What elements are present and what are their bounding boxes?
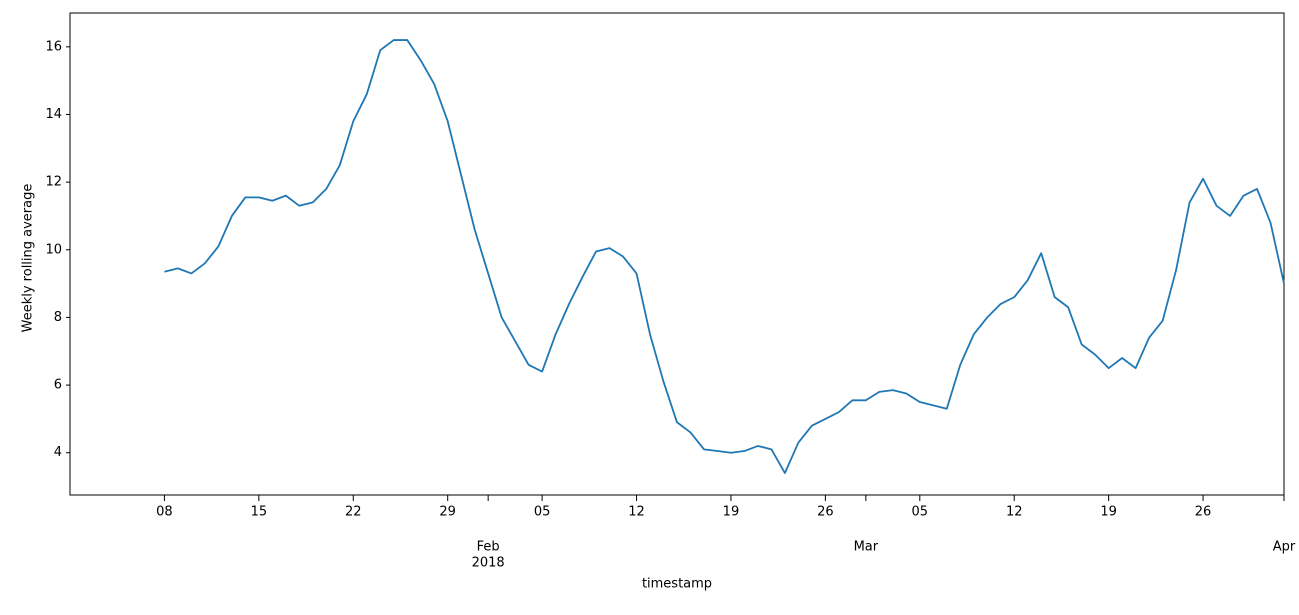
x-tick-label: 15 (251, 505, 268, 520)
y-tick-label: 16 (45, 39, 62, 54)
x-tick-label: 29 (439, 505, 456, 520)
y-tick-label: 8 (54, 310, 62, 325)
x-tick-label: 26 (817, 505, 834, 520)
x-tick-label: 08 (156, 505, 173, 520)
x-tick-label: 05 (534, 505, 551, 520)
x-tick-label: Mar (854, 540, 879, 555)
x-tick-label: Feb (477, 540, 500, 555)
y-tick-label: 4 (54, 445, 62, 460)
x-axis-label: timestamp (642, 577, 712, 592)
y-tick-label: 12 (45, 175, 62, 190)
x-year-label: 2018 (472, 556, 505, 571)
y-tick-label: 14 (45, 107, 62, 122)
data-line (164, 39, 1285, 474)
x-tick-label: 12 (628, 505, 645, 520)
x-tick-label: 05 (912, 505, 929, 520)
x-tick-label: 19 (1100, 505, 1117, 520)
y-tick-label: 6 (54, 378, 62, 393)
y-axis-label: Weekly rolling average (21, 184, 36, 333)
x-tick-label: 19 (723, 505, 740, 520)
x-tick-label: 12 (1006, 505, 1023, 520)
axes-frame (69, 12, 1285, 496)
x-tick-label: Apr (1273, 540, 1296, 555)
x-tick-label: 26 (1195, 505, 1212, 520)
y-tick-label: 10 (45, 242, 62, 257)
x-tick-label: 22 (345, 505, 362, 520)
